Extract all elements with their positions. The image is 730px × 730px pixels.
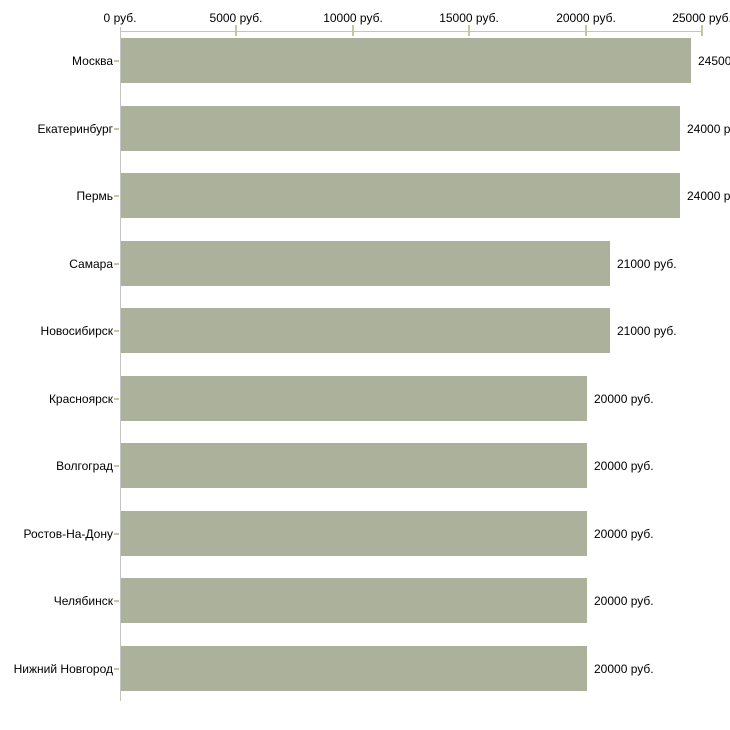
value-label: 24000 руб. xyxy=(687,121,730,136)
bar xyxy=(121,173,680,218)
category-label: Екатеринбург xyxy=(37,121,114,136)
bar xyxy=(121,106,680,151)
bar xyxy=(121,308,610,353)
y-tick-mark xyxy=(114,600,119,602)
category-label: Красноярск xyxy=(48,391,113,406)
value-label: 24000 руб. xyxy=(687,188,730,203)
value-label: 21000 руб. xyxy=(617,256,677,271)
value-label: 20000 руб. xyxy=(594,593,654,608)
bar xyxy=(121,376,587,421)
x-tick-label: 0 руб. xyxy=(103,11,137,25)
x-tick-mark xyxy=(701,25,703,36)
y-tick-mark xyxy=(114,195,119,197)
category-label: Волгоград xyxy=(56,458,113,473)
x-tick-mark xyxy=(468,25,470,36)
value-label: 20000 руб. xyxy=(594,391,654,406)
x-tick-label: 5000 руб. xyxy=(209,11,263,25)
bar xyxy=(121,578,587,623)
x-tick-mark xyxy=(585,25,587,36)
x-tick-mark xyxy=(352,25,354,36)
y-tick-mark xyxy=(114,60,119,62)
value-label: 20000 руб. xyxy=(594,458,654,473)
value-label: 21000 руб. xyxy=(617,323,677,338)
value-label: 20000 руб. xyxy=(594,526,654,541)
y-tick-mark xyxy=(114,330,119,332)
y-tick-mark xyxy=(114,263,119,265)
bar xyxy=(121,241,610,286)
category-label: Москва xyxy=(72,53,113,68)
category-label: Пермь xyxy=(76,188,113,203)
value-label: 20000 руб. xyxy=(594,661,654,676)
category-label: Челябинск xyxy=(53,593,113,608)
value-label: 24500 руб. xyxy=(698,53,730,68)
category-label: Самара xyxy=(69,256,113,271)
y-tick-mark xyxy=(114,398,119,400)
bar xyxy=(121,443,587,488)
x-tick-label: 10000 руб. xyxy=(323,11,383,25)
bar xyxy=(121,511,587,556)
bar xyxy=(121,38,691,83)
x-tick-label: 25000 руб. xyxy=(672,11,730,25)
category-label: Ростов-На-Дону xyxy=(23,526,113,541)
x-tick-mark xyxy=(235,25,237,36)
category-label: Новосибирск xyxy=(40,323,113,338)
x-axis-line xyxy=(120,31,703,32)
bar xyxy=(121,646,587,691)
x-tick-label: 20000 руб. xyxy=(556,11,616,25)
y-axis-line xyxy=(120,27,121,701)
y-tick-mark xyxy=(114,533,119,535)
y-tick-mark xyxy=(114,128,119,130)
y-tick-mark xyxy=(114,668,119,670)
category-label: Нижний Новгород xyxy=(13,661,113,676)
y-tick-mark xyxy=(114,465,119,467)
x-tick-label: 15000 руб. xyxy=(439,11,499,25)
